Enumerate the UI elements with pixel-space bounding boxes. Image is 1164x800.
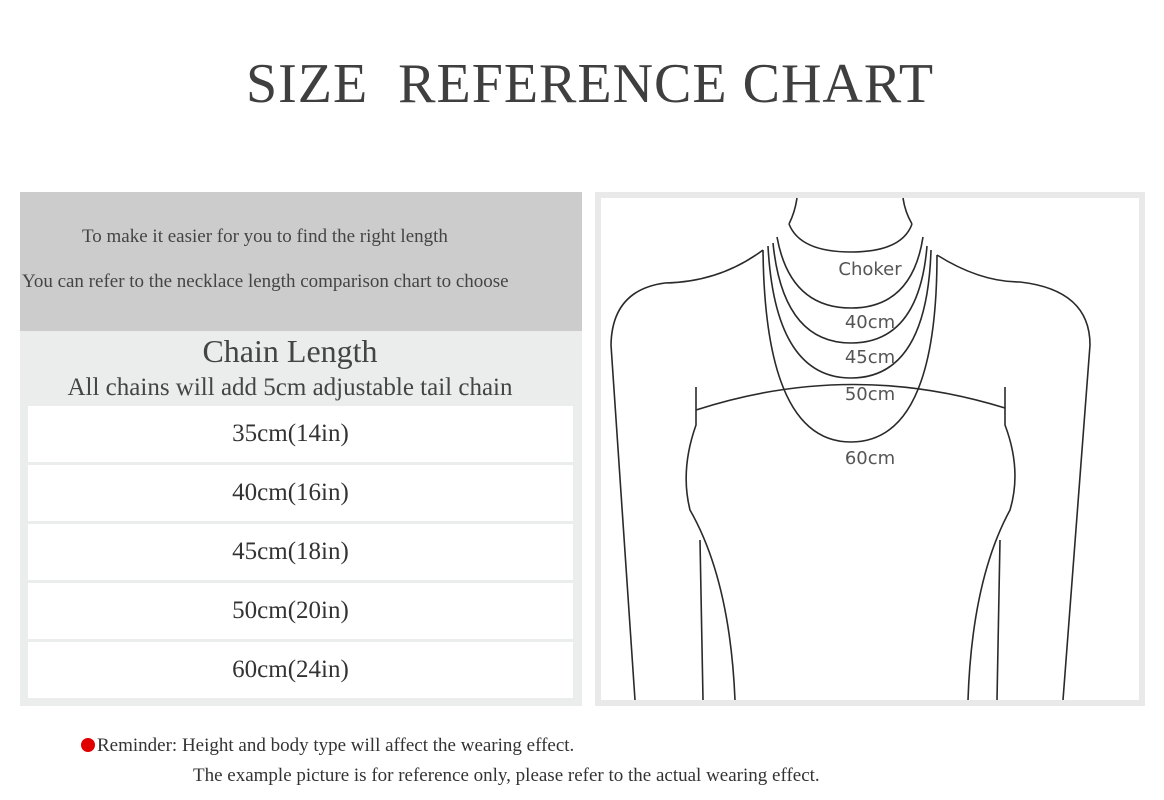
chain-choker bbox=[788, 223, 913, 253]
torso-right bbox=[967, 387, 1016, 701]
chain-45 bbox=[772, 242, 928, 344]
reminder-line-1: Reminder: Height and body type will affe… bbox=[97, 735, 575, 756]
label-40cm: 40cm bbox=[845, 312, 895, 333]
bust-line bbox=[695, 383, 1006, 411]
torso-left bbox=[685, 387, 736, 701]
label-50cm: 50cm bbox=[845, 384, 895, 405]
chain-length-title: Chain Length bbox=[202, 333, 378, 369]
size-row: 40cm(16in) bbox=[28, 465, 573, 521]
chain-60 bbox=[762, 249, 938, 443]
chain-50 bbox=[767, 245, 932, 379]
size-row: 45cm(18in) bbox=[28, 524, 573, 580]
intro-line-2: You can refer to the necklace length com… bbox=[22, 271, 509, 292]
intro-box: To make it easier for you to find the ri… bbox=[20, 192, 582, 331]
arm-inner-left bbox=[699, 539, 704, 701]
label-choker: Choker bbox=[838, 259, 902, 280]
intro-line-1: To make it easier for you to find the ri… bbox=[82, 226, 448, 247]
page-title: SIZE REFERENCE CHART bbox=[245, 53, 935, 115]
size-row: 35cm(14in) bbox=[28, 406, 573, 462]
size-row: 50cm(20in) bbox=[28, 583, 573, 639]
red-dot-icon bbox=[81, 738, 95, 752]
label-45cm: 45cm bbox=[845, 347, 895, 368]
arm-inner-right bbox=[996, 539, 1001, 701]
neck-left bbox=[788, 197, 798, 225]
label-60cm: 60cm bbox=[845, 448, 895, 469]
chain-length-subtitle: All chains will add 5cm adjustable tail … bbox=[67, 374, 513, 401]
neck-right bbox=[902, 197, 913, 225]
chain-40 bbox=[776, 236, 924, 309]
body-outline-illustration: Choker 40cm 45cm 50cm 60cm bbox=[610, 197, 1091, 701]
size-row: 60cm(24in) bbox=[28, 642, 573, 698]
shoulder-right bbox=[936, 254, 1091, 701]
shoulder-left bbox=[610, 249, 764, 701]
necklace-diagram: Choker 40cm 45cm 50cm 60cm bbox=[595, 192, 1145, 706]
reminder-line-2: The example picture is for reference onl… bbox=[193, 765, 820, 786]
